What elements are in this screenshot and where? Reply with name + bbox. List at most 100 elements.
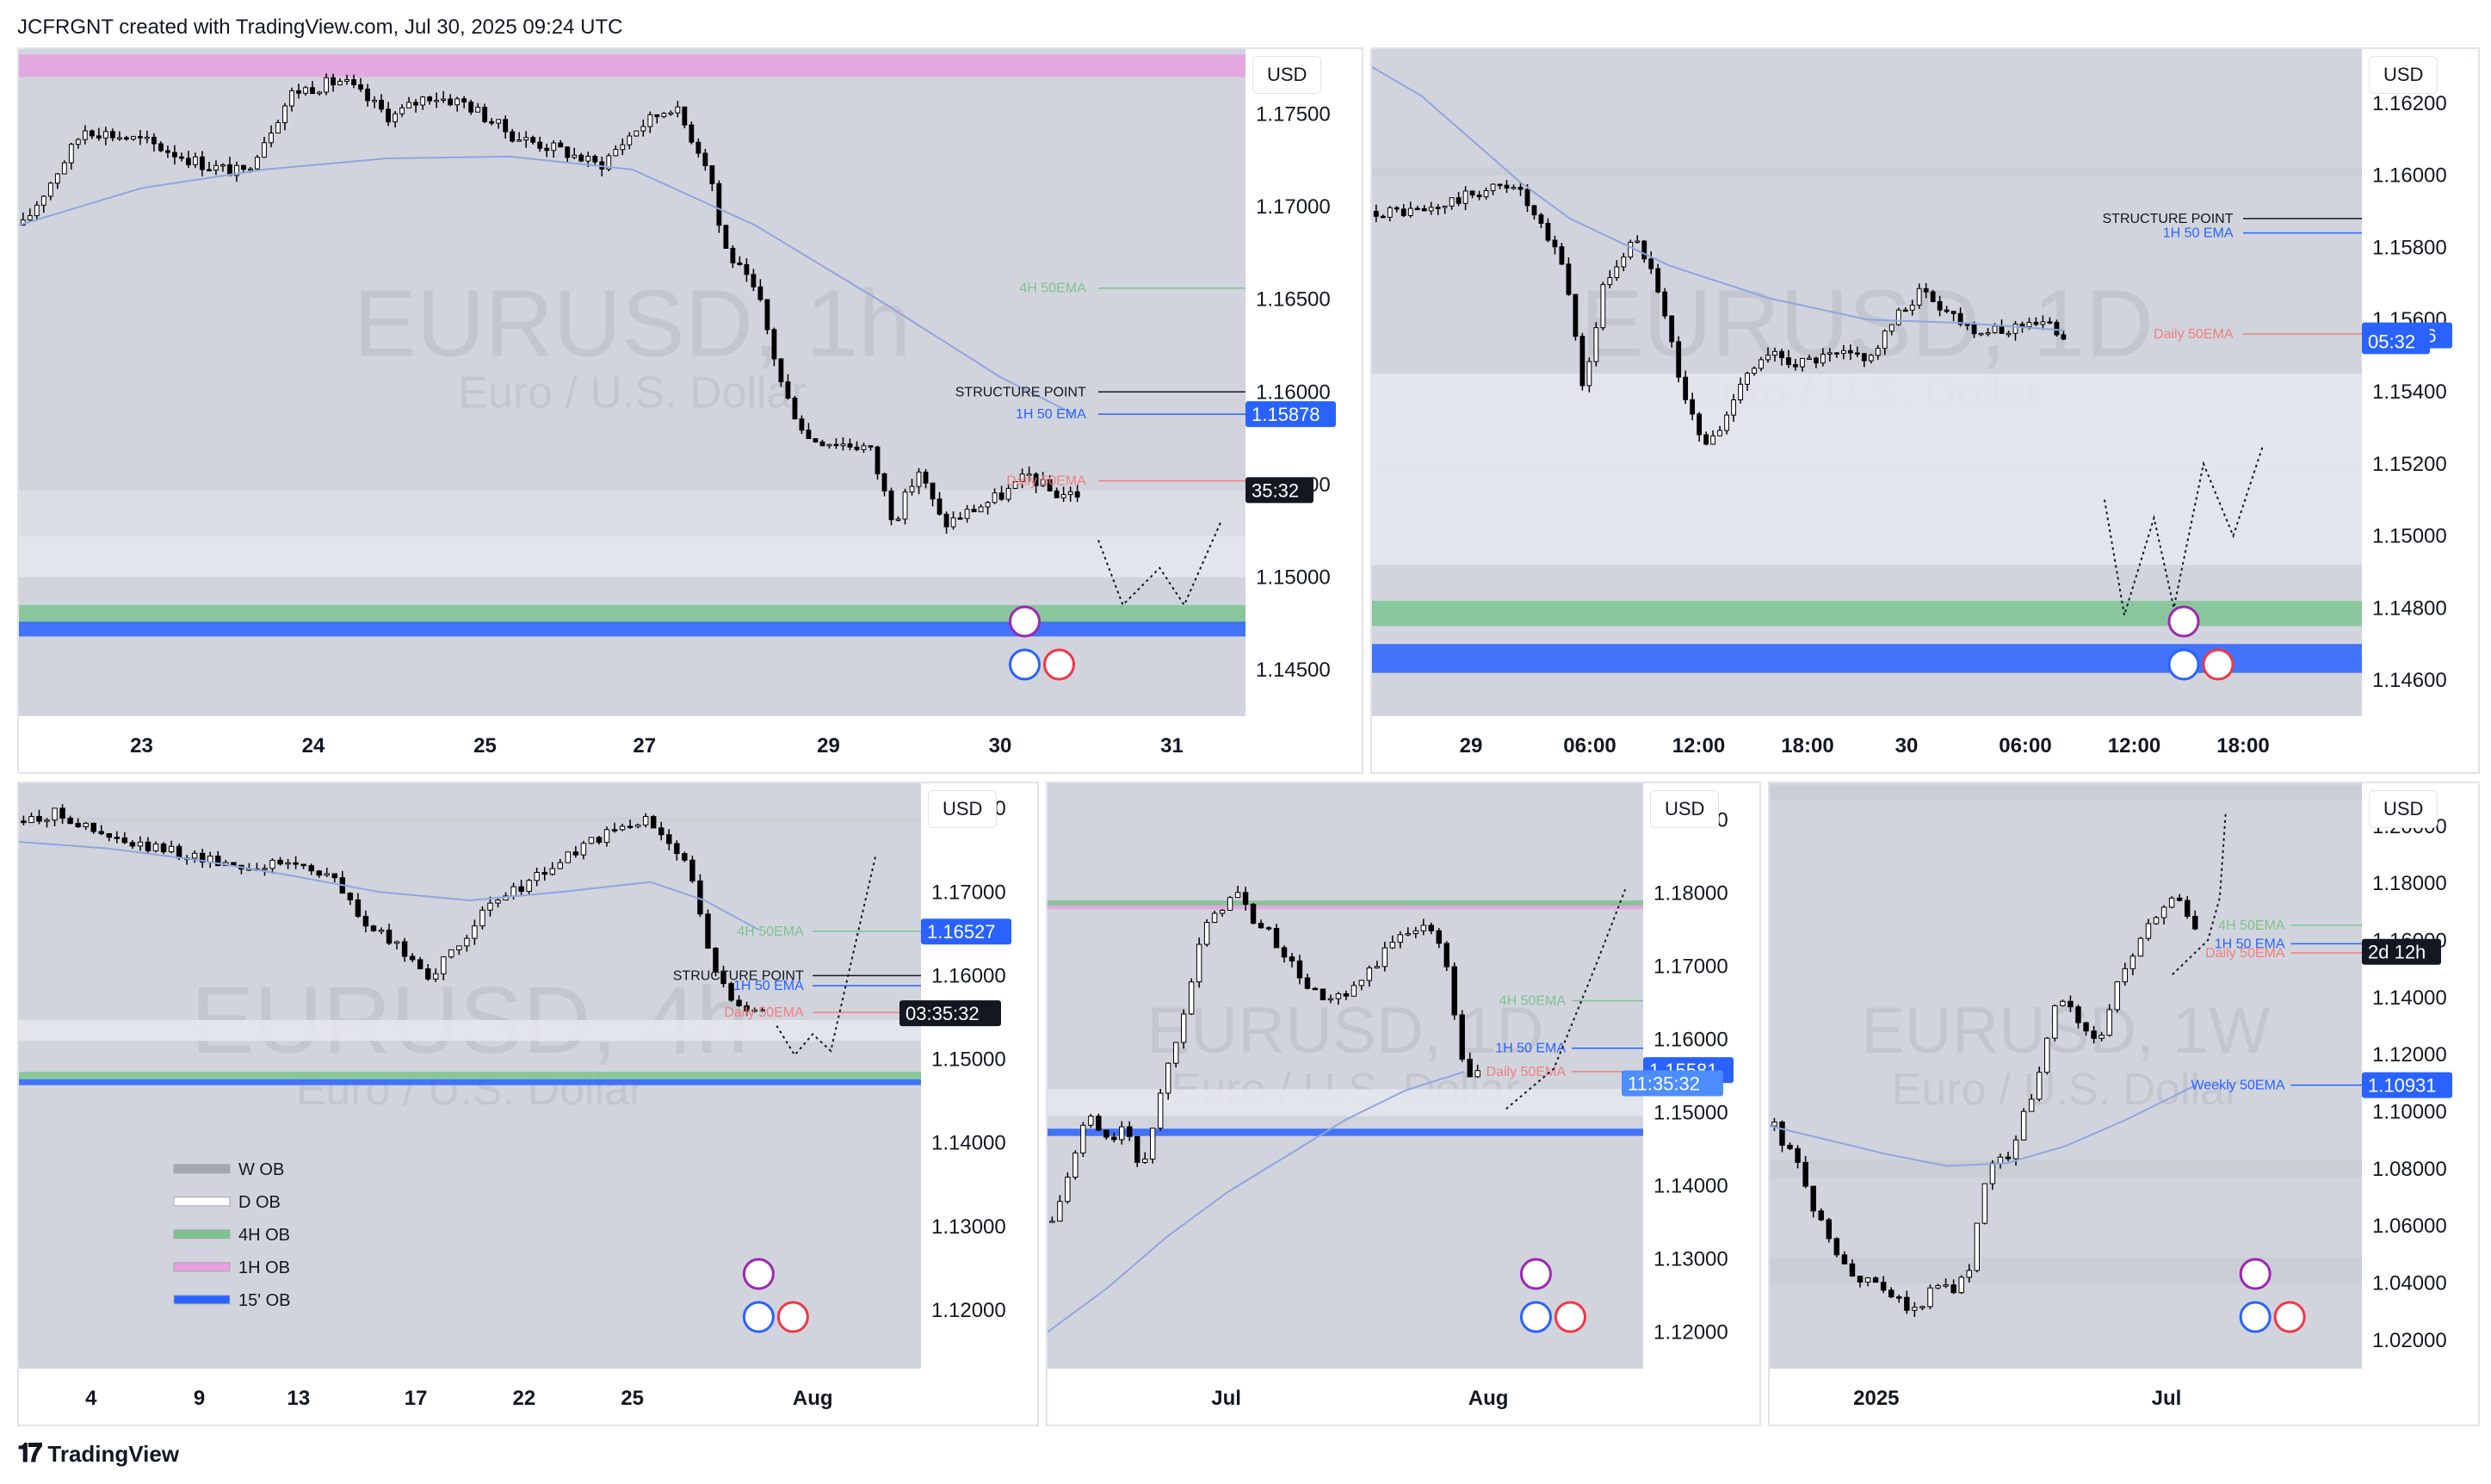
candle	[1635, 240, 1641, 244]
candle	[847, 443, 853, 448]
candle	[902, 492, 908, 520]
candle	[2012, 1139, 2019, 1159]
candle	[651, 816, 657, 829]
candle	[1697, 413, 1703, 436]
candle	[102, 131, 108, 139]
candle	[1759, 359, 1764, 369]
candle	[1380, 215, 1386, 219]
candle	[1387, 207, 1393, 218]
candle	[300, 863, 306, 867]
candle	[1459, 1014, 1465, 1060]
candle	[1049, 1221, 1055, 1223]
candle	[1047, 479, 1053, 492]
candle	[813, 438, 819, 442]
candle	[1864, 1277, 1871, 1283]
projection-path	[1097, 521, 1222, 607]
candle	[1927, 1287, 1933, 1308]
candle	[516, 139, 522, 142]
candle	[59, 807, 65, 819]
candle	[1080, 1124, 1086, 1153]
currency-button[interactable]: USD	[1252, 56, 1322, 94]
level-label: 1H 50 EMA	[2163, 226, 2234, 241]
chart-panel-p5[interactable]: EURUSD, 1W Euro / U.S. Dollar 4H 50EMA 1H 5…	[1768, 782, 2480, 1426]
level-label: Daily 50EMA	[1006, 474, 1086, 489]
candle	[510, 886, 516, 897]
candle	[1511, 187, 1517, 189]
projection-path	[2104, 445, 2264, 615]
candle	[1060, 494, 1066, 498]
candle	[943, 513, 949, 528]
price-tag	[2362, 1072, 2452, 1098]
level-label: Daily 50EMA	[1487, 1065, 1567, 1079]
candle	[1296, 960, 1303, 979]
price-tag-label: 11:35:32	[1628, 1073, 1700, 1095]
candle	[1566, 263, 1572, 295]
candle	[1771, 1122, 1777, 1127]
brand-label: TradingView	[47, 1440, 180, 1467]
candle	[347, 893, 354, 900]
candle	[909, 485, 915, 493]
price-tag-label: 03:35:32	[906, 1003, 980, 1024]
time-axis	[1372, 716, 2362, 772]
candle	[130, 136, 136, 140]
candle	[1065, 1176, 1071, 1203]
candle	[1841, 1254, 1848, 1264]
candle	[293, 862, 299, 865]
candle	[116, 137, 122, 139]
price-axis	[1643, 783, 1759, 1425]
candle	[1621, 257, 1627, 268]
candle	[2185, 900, 2191, 918]
candle	[1607, 276, 1613, 286]
chart-panel-p1[interactable]: EURUSD, 1h Euro / U.S. Dollar 4H 50EMA STRU…	[17, 47, 1363, 774]
candle	[2083, 1022, 2089, 1032]
candle	[427, 96, 433, 102]
currency-button[interactable]: USD	[2369, 56, 2438, 94]
y-tick-label: 1.15800	[2372, 236, 2447, 259]
candle	[358, 83, 363, 90]
candle	[324, 77, 329, 93]
watermark: EURUSD, 1D	[1147, 994, 1544, 1067]
candle	[1710, 435, 1716, 445]
candle	[611, 829, 618, 832]
candle	[1381, 947, 1388, 968]
candle	[634, 824, 641, 827]
level-label: Weekly 50EMA	[2191, 1079, 2284, 1093]
eu-flag-icon	[1519, 1301, 1552, 1333]
candle	[1054, 490, 1060, 498]
level-label: 1H 50 EMA	[1495, 1042, 1566, 1056]
candle	[1800, 357, 1805, 368]
candle	[1040, 479, 1046, 486]
candle	[1641, 240, 1647, 260]
candle	[541, 872, 547, 875]
chart-panel-p2[interactable]: EURUSD, 1DEuro / U.S. DollarSTRUCTURE PO…	[1370, 47, 2480, 774]
candle	[68, 144, 74, 164]
order-block-zone	[1770, 786, 2362, 801]
candle	[2145, 923, 2152, 939]
candle	[172, 151, 177, 158]
order-block-zone	[1372, 600, 2362, 627]
price-tag-label: 1.16527	[927, 921, 996, 943]
candle	[1997, 1156, 2004, 1164]
tradingview-brand[interactable]: 𝟏𝟕 TradingView	[17, 1439, 179, 1469]
candle	[40, 195, 46, 206]
currency-button[interactable]: USD	[928, 790, 998, 828]
watermark: EURUSD, 1h	[354, 271, 912, 377]
currency-button[interactable]: USD	[1650, 790, 1720, 828]
y-tick-label: 1.10000	[2372, 1100, 2447, 1123]
y-tick-label: 1.12000	[931, 1299, 1006, 1322]
candle	[275, 121, 281, 134]
candle	[417, 959, 423, 970]
candle	[642, 816, 649, 825]
level-label: Daily 50EMA	[724, 1005, 804, 1020]
candle	[854, 446, 860, 450]
price-tag	[1246, 401, 1336, 428]
currency-button[interactable]: USD	[2369, 790, 2438, 828]
candle	[2114, 981, 2120, 1011]
candle	[2037, 1072, 2043, 1100]
candle	[666, 834, 672, 844]
candle	[964, 509, 970, 519]
